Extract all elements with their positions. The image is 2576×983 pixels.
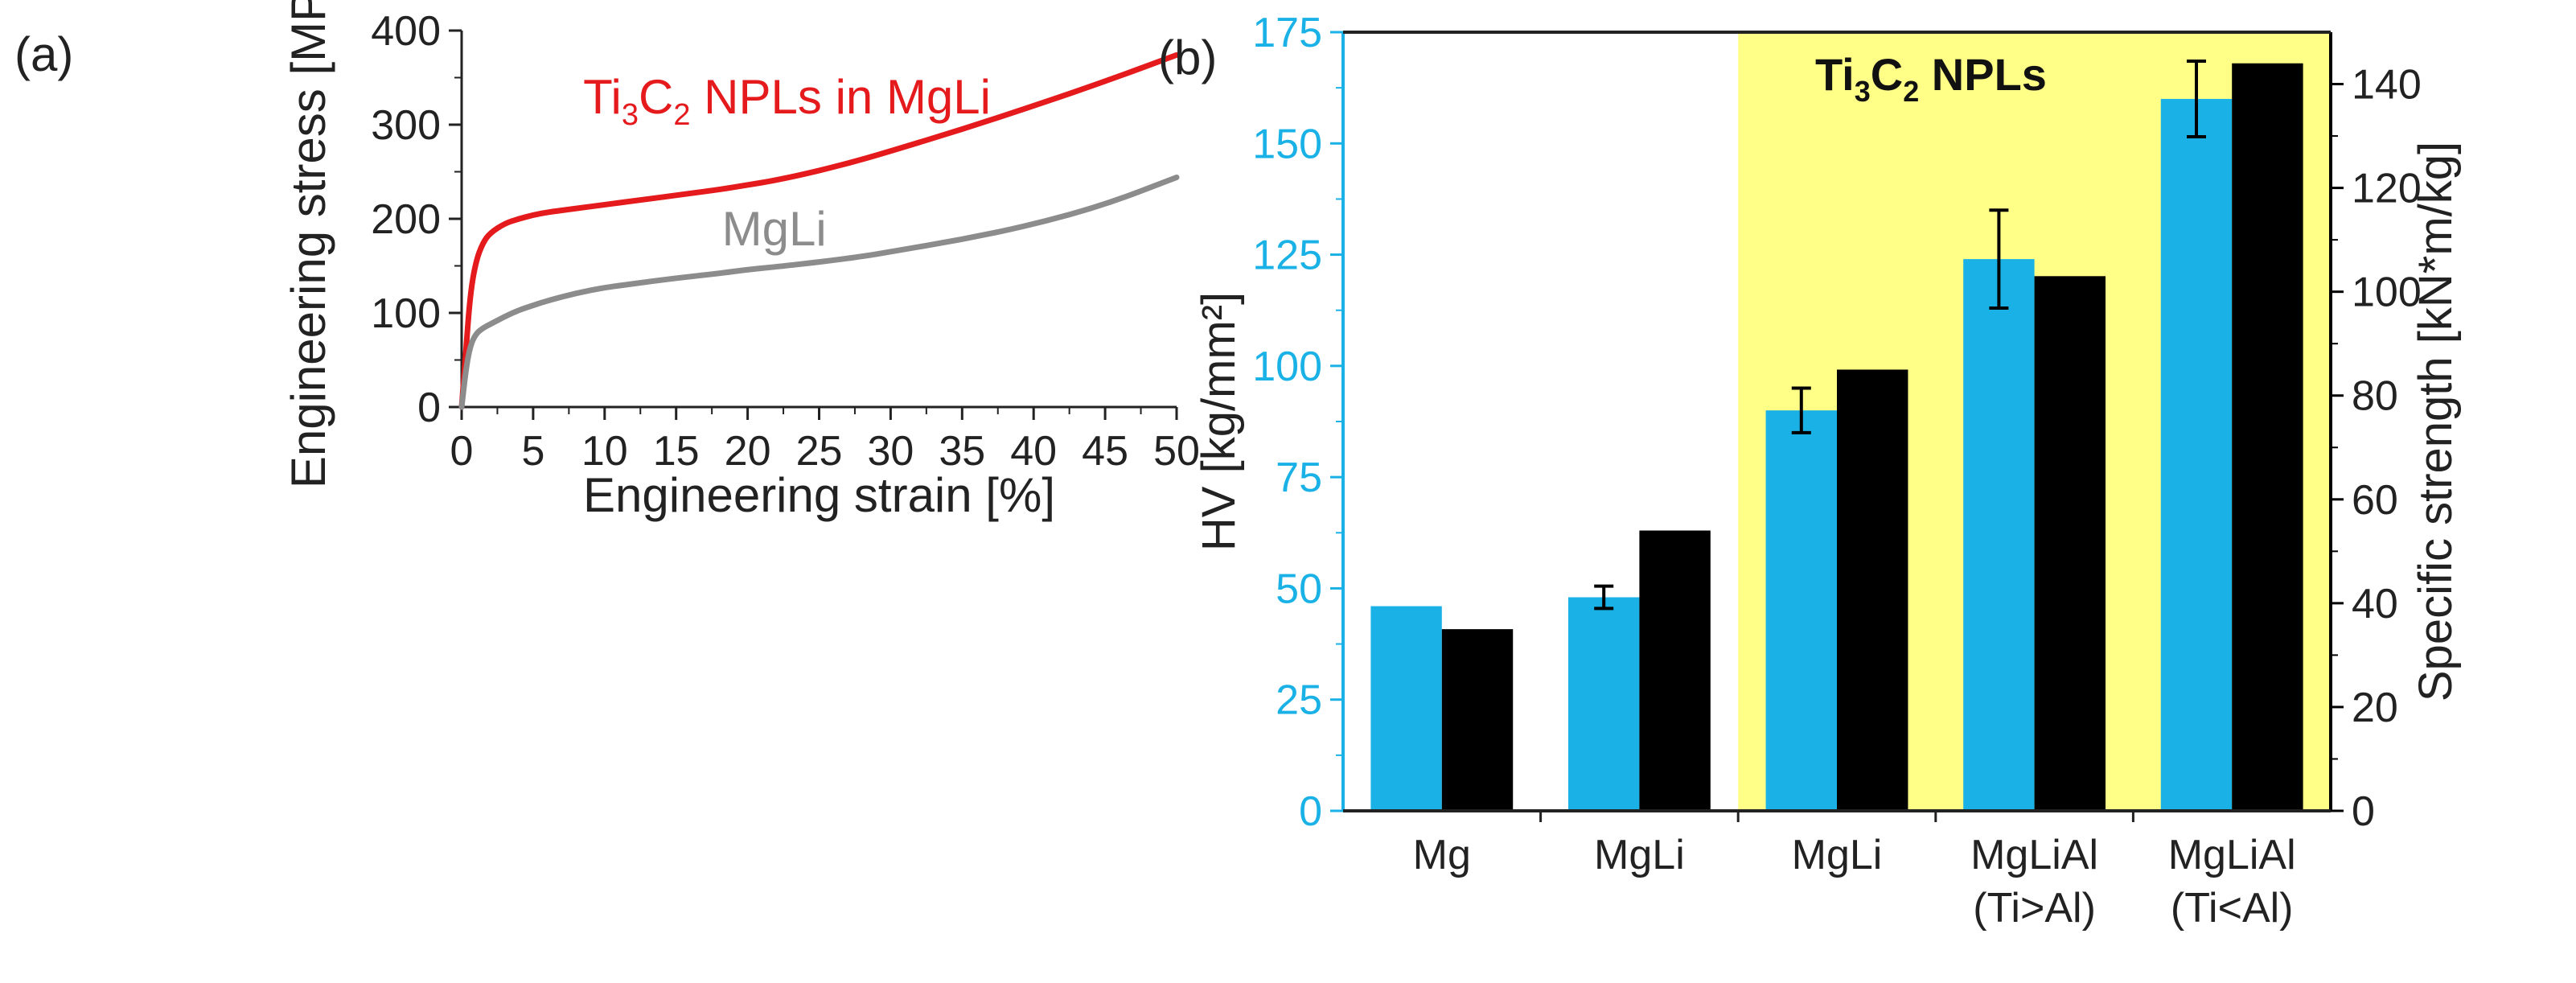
category-label: MgLiAl — [2168, 832, 2296, 878]
x-tick-label-a: 30 — [867, 428, 914, 475]
series-label-ti3c2-mgli: Ti3C2 NPLs in MgLi — [583, 70, 991, 132]
x-tick-label-a: 20 — [725, 428, 771, 475]
label-part: Ti — [583, 70, 622, 124]
category-label: MgLi — [1792, 832, 1883, 878]
y-axis-title-right: Specific strength [kN*m/kg] — [2410, 142, 2462, 701]
panel-label-b: (b) — [1158, 31, 1217, 84]
category-label: MgLiAl — [1970, 832, 2098, 878]
bar-specific-strength — [2034, 276, 2106, 812]
x-tick-label-a: 0 — [450, 428, 474, 475]
bar-specific-strength — [1639, 530, 1711, 811]
y-tick-label-right: 20 — [2352, 685, 2398, 731]
label-subscript: 3 — [1855, 75, 1871, 108]
x-tick-label-a: 15 — [653, 428, 700, 475]
x-axis-title-a: Engineering strain [%] — [583, 468, 1055, 522]
y-tick-label-right: 60 — [2352, 477, 2398, 524]
y-axis-title-left: HV [kg/mm²] — [1193, 292, 1245, 551]
label-part: C — [1871, 49, 1903, 100]
label-subscript: 2 — [673, 98, 690, 132]
category-label-line2: (Ti>Al) — [1973, 885, 2096, 932]
y-tick-label-a: 300 — [371, 102, 441, 149]
bar-hv — [1370, 606, 1442, 811]
y-tick-label-left: 100 — [1252, 343, 1322, 390]
y-tick-label-left: 75 — [1276, 454, 1322, 501]
bar-hv — [2160, 98, 2233, 811]
y-tick-label-a: 100 — [371, 290, 441, 337]
y-tick-label-left: 125 — [1252, 232, 1322, 279]
bar-hv — [1567, 597, 1640, 811]
label-part: C — [639, 70, 673, 124]
bar-specific-strength — [1837, 369, 1908, 811]
y-tick-label-left: 0 — [1299, 788, 1322, 835]
x-tick-label-a: 10 — [581, 428, 628, 475]
series-line-ti3c2-mgli — [458, 51, 1180, 410]
label-subscript: 2 — [1903, 75, 1919, 108]
y-tick-label-a: 400 — [371, 8, 441, 55]
bar-specific-strength — [1441, 629, 1514, 811]
x-tick-label-a: 35 — [939, 428, 985, 475]
y-tick-label-left: 25 — [1276, 677, 1322, 724]
label-part: NPLs in MgLi — [691, 70, 991, 124]
bar-hv — [1963, 259, 2035, 811]
x-tick-label-a: 45 — [1082, 428, 1128, 475]
panel-label-a: (a) — [14, 27, 73, 81]
bar-specific-strength — [2232, 63, 2303, 812]
y-tick-label-right: 40 — [2352, 581, 2398, 627]
y-tick-label-right: 120 — [2352, 166, 2422, 212]
x-tick-label-a: 40 — [1010, 428, 1057, 475]
label-subscript: 3 — [622, 98, 639, 132]
y-tick-label-left: 175 — [1252, 10, 1322, 56]
label-part: NPLs — [1919, 49, 2047, 100]
y-tick-label-left: 150 — [1252, 121, 1322, 167]
label-part: Ti — [1815, 49, 1855, 100]
y-tick-label-right: 100 — [2352, 269, 2422, 316]
y-tick-label-right: 80 — [2352, 373, 2398, 420]
category-label-line2: (Ti<Al) — [2171, 885, 2294, 932]
x-tick-label-a: 50 — [1153, 428, 1200, 475]
series-line-mgli — [458, 175, 1180, 410]
y-tick-label-right: 0 — [2352, 788, 2375, 835]
category-label: MgLi — [1594, 832, 1685, 878]
y-tick-label-a: 0 — [417, 385, 441, 431]
x-tick-label-a: 25 — [796, 428, 843, 475]
y-tick-label-left: 50 — [1276, 566, 1322, 612]
y-tick-label-a: 200 — [371, 196, 441, 243]
series-label-mgli: MgLi — [722, 202, 827, 256]
y-tick-label-right: 140 — [2352, 62, 2422, 109]
y-axis-title-a: Engineering stress [MPa] — [281, 0, 335, 488]
x-tick-label-a: 5 — [521, 428, 544, 475]
category-label: Mg — [1413, 832, 1471, 878]
highlight-label-ti3c2: Ti3C2 NPLs — [1815, 49, 2047, 108]
bar-hv — [1765, 410, 1837, 811]
